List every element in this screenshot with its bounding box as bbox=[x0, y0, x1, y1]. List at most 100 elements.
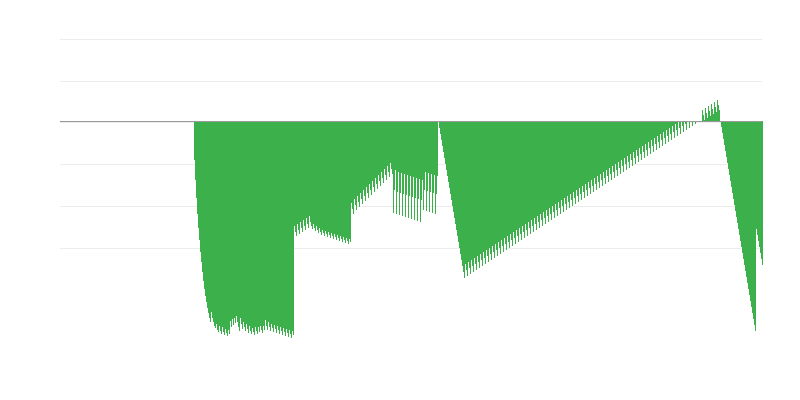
series-0-column bbox=[464, 121, 465, 278]
series-0-column bbox=[626, 121, 627, 170]
series-0-column bbox=[661, 121, 662, 140]
series-0-column bbox=[367, 121, 368, 193]
series-0-column bbox=[318, 121, 319, 233]
series-0-column bbox=[460, 121, 461, 254]
series-0-column bbox=[398, 121, 399, 172]
series-0-column bbox=[692, 121, 693, 126]
series-0-column bbox=[395, 121, 396, 170]
series-0-column bbox=[329, 121, 330, 235]
series-0-column bbox=[217, 121, 218, 330]
series-0-column bbox=[390, 121, 391, 163]
series-0-column bbox=[722, 121, 723, 133]
series-0-column bbox=[266, 121, 267, 326]
series-0-column bbox=[502, 121, 503, 246]
series-0-column bbox=[347, 121, 348, 241]
series-0-column bbox=[361, 121, 362, 199]
series-0-column bbox=[599, 121, 600, 188]
series-0-column bbox=[291, 121, 292, 338]
series-0-column bbox=[749, 121, 750, 295]
series-0-column bbox=[751, 121, 752, 307]
series-0-column bbox=[415, 121, 416, 198]
series-0-column bbox=[702, 110, 703, 121]
series-0-column bbox=[712, 109, 713, 121]
series-0-column bbox=[324, 121, 325, 236]
series-0-column bbox=[375, 121, 376, 178]
series-0-column bbox=[682, 121, 683, 126]
series-0-column bbox=[503, 121, 504, 252]
series-0-column bbox=[623, 121, 624, 172]
series-0-column bbox=[495, 121, 496, 244]
series-0-column bbox=[565, 121, 566, 204]
series-0-column bbox=[370, 121, 371, 190]
series-0-column bbox=[566, 121, 567, 210]
series-0-column bbox=[515, 121, 516, 244]
series-0-column bbox=[645, 121, 646, 144]
series-0-column bbox=[732, 121, 733, 193]
series-0-column bbox=[568, 121, 569, 202]
series-0-column bbox=[284, 121, 285, 332]
series-0-column bbox=[447, 121, 448, 176]
series-0-column bbox=[563, 121, 564, 212]
series-0-column bbox=[665, 121, 666, 144]
series-0-column bbox=[410, 121, 411, 176]
series-0-column bbox=[278, 121, 279, 330]
series-0-column bbox=[666, 121, 667, 130]
series-0-column bbox=[405, 121, 406, 217]
series-0-column bbox=[280, 121, 281, 327]
series-0-column bbox=[602, 121, 603, 186]
series-0-column bbox=[595, 121, 596, 184]
series-0-column bbox=[353, 121, 354, 214]
series-0-column bbox=[708, 106, 709, 121]
series-0-column bbox=[386, 121, 387, 180]
series-0-column bbox=[470, 121, 471, 274]
series-0-column bbox=[416, 121, 417, 178]
series-0-column bbox=[281, 121, 282, 331]
series-0-column bbox=[476, 121, 477, 270]
series-0-column bbox=[250, 121, 251, 331]
series-0-column bbox=[531, 121, 532, 220]
series-0-column bbox=[456, 121, 457, 230]
series-0-column bbox=[523, 121, 524, 232]
series-0-column bbox=[582, 121, 583, 186]
series-0-column bbox=[484, 121, 485, 258]
series-0-column bbox=[205, 121, 206, 296]
series-0-column bbox=[311, 121, 312, 226]
series-0-column bbox=[452, 121, 453, 206]
series-0-column bbox=[713, 114, 714, 121]
series-0-column bbox=[704, 120, 705, 121]
series-0-column bbox=[604, 121, 605, 178]
series-0-column bbox=[529, 121, 530, 228]
series-0-column bbox=[619, 121, 620, 168]
series-0-column bbox=[588, 121, 589, 182]
series-0-column bbox=[561, 121, 562, 200]
series-0-column bbox=[657, 121, 658, 136]
series-0-column bbox=[761, 121, 762, 259]
series-0-column bbox=[430, 121, 431, 192]
series-0-column bbox=[514, 121, 515, 238]
series-0-column bbox=[423, 121, 424, 210]
series-0-column bbox=[376, 121, 377, 184]
series-0-column bbox=[431, 121, 432, 174]
series-0-column bbox=[202, 121, 203, 272]
series-0-column bbox=[576, 121, 577, 190]
series-0-column bbox=[334, 121, 335, 234]
series-0-column bbox=[409, 121, 410, 196]
series-0-column bbox=[638, 121, 639, 162]
series-0-column bbox=[425, 121, 426, 172]
series-0-column bbox=[238, 121, 239, 327]
series-0-column bbox=[651, 121, 652, 140]
series-0-column bbox=[717, 100, 718, 121]
series-0-column bbox=[707, 118, 708, 121]
series-0-column bbox=[497, 121, 498, 256]
series-0-column bbox=[739, 121, 740, 235]
series-0-column bbox=[454, 121, 455, 218]
series-0-column bbox=[583, 121, 584, 192]
series-0-column bbox=[618, 121, 619, 162]
series-0-column bbox=[564, 121, 565, 198]
series-0-column bbox=[356, 121, 357, 210]
series-0-column bbox=[646, 121, 647, 150]
series-0-column bbox=[542, 121, 543, 226]
series-0-column bbox=[366, 121, 367, 187]
series-0-column bbox=[620, 121, 621, 174]
series-0-column bbox=[746, 121, 747, 277]
